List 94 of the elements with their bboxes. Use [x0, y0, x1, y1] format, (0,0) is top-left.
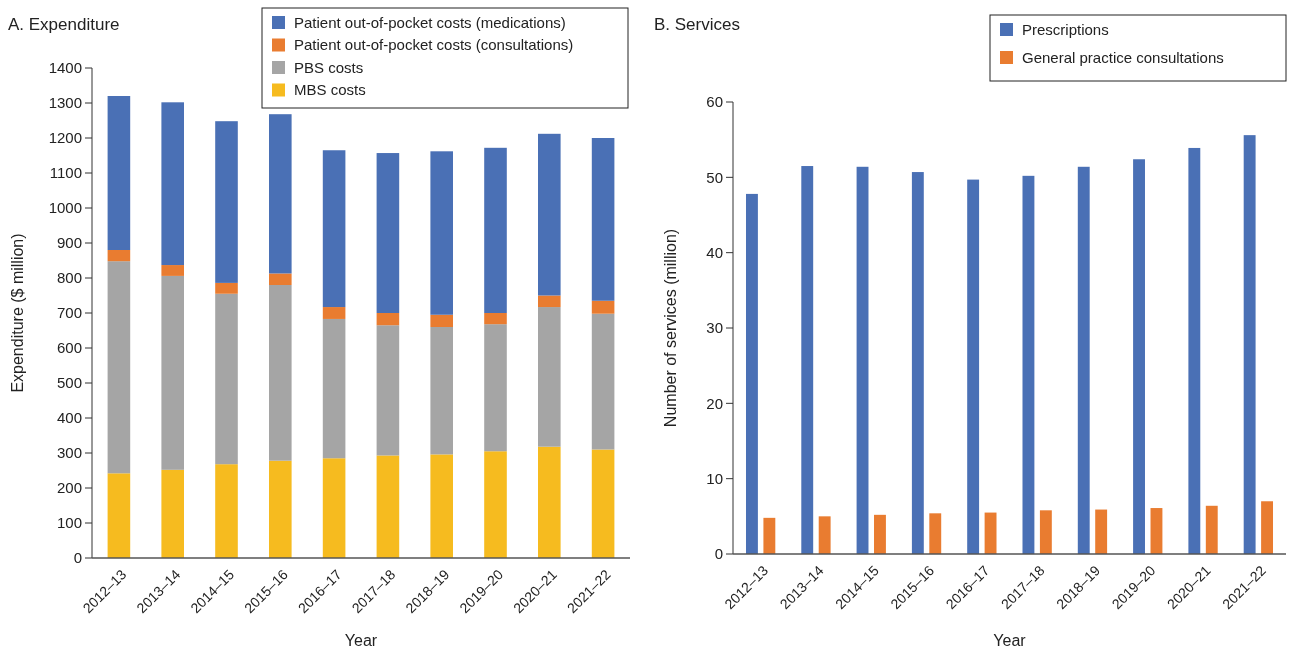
- bar: [376, 153, 400, 313]
- bar: [215, 464, 238, 558]
- bar: [269, 273, 292, 285]
- bar: [107, 261, 131, 474]
- bar: [161, 102, 184, 266]
- bar: [484, 313, 507, 325]
- bar: [484, 451, 507, 558]
- y-tick-label: 1100: [49, 164, 82, 182]
- bar: [538, 133, 561, 296]
- bar: [1188, 147, 1201, 554]
- legend-label: Prescriptions: [1022, 20, 1109, 38]
- bar: [269, 460, 292, 558]
- y-axis-title: Number of services (million): [662, 228, 679, 428]
- bar: [161, 275, 184, 470]
- y-tick-label: 1400: [48, 59, 82, 77]
- bar: [107, 96, 131, 250]
- y-tick-label: 60: [706, 93, 723, 111]
- bar: [161, 469, 184, 558]
- bar: [1133, 159, 1145, 554]
- y-tick-label: 1000: [48, 199, 82, 217]
- bar: [107, 250, 131, 262]
- bar: [269, 114, 292, 274]
- bar: [430, 314, 453, 327]
- bar: [430, 151, 453, 315]
- y-tick-label: 1200: [48, 129, 82, 147]
- bar: [591, 449, 615, 558]
- bar: [1039, 510, 1052, 554]
- y-tick-label: 40: [706, 243, 723, 261]
- bar: [484, 147, 507, 313]
- y-tick-label: 300: [56, 444, 82, 462]
- legend-label: Patient out-of-pocket costs (medications): [294, 13, 566, 31]
- bar: [376, 313, 400, 326]
- bar: [322, 307, 346, 319]
- y-axis-title: Expenditure ($ million): [9, 233, 26, 393]
- legend-label: PBS costs: [294, 58, 364, 76]
- y-tick-label: 10: [706, 469, 723, 487]
- bar: [911, 172, 924, 554]
- bar: [376, 325, 400, 456]
- bar: [1150, 508, 1163, 554]
- bar: [269, 285, 292, 461]
- bar: [215, 293, 238, 465]
- legend-label: General practice consultations: [1022, 48, 1224, 66]
- bar: [1261, 501, 1273, 554]
- bar: [538, 446, 561, 558]
- bar: [215, 282, 238, 294]
- y-tick-label: 1300: [48, 94, 82, 112]
- bar: [1095, 509, 1108, 554]
- bar: [1205, 505, 1218, 554]
- bar: [538, 295, 561, 308]
- bar: [322, 318, 346, 459]
- bar: [430, 454, 453, 558]
- bar: [161, 265, 184, 276]
- bar: [215, 121, 238, 283]
- bar: [967, 179, 980, 554]
- bar: [763, 517, 776, 554]
- bar: [376, 455, 400, 558]
- bar: [591, 138, 615, 301]
- bar: [874, 514, 886, 554]
- y-tick-label: 600: [56, 339, 82, 357]
- bar: [484, 324, 507, 452]
- bar: [818, 516, 831, 554]
- y-tick-label: 500: [56, 374, 82, 392]
- y-tick-label: 100: [56, 514, 82, 532]
- legend-label: Patient out-of-pocket costs (consultations): [294, 36, 574, 53]
- bar: [929, 513, 942, 554]
- bar: [538, 307, 561, 447]
- bar: [746, 193, 758, 554]
- bar: [1077, 166, 1090, 554]
- bar: [322, 150, 346, 308]
- y-tick-label: 0: [73, 549, 82, 567]
- y-tick-label: 400: [56, 409, 82, 427]
- y-tick-label: 0: [714, 545, 723, 563]
- y-tick-label: 900: [56, 234, 82, 252]
- legend-label: MBS costs: [294, 81, 366, 98]
- y-tick-label: 200: [56, 479, 82, 497]
- y-tick-label: 800: [56, 269, 82, 287]
- bar: [107, 473, 131, 558]
- bar: [430, 327, 453, 455]
- x-axis-title: Year: [344, 632, 378, 649]
- chart-title: A. Expenditure: [8, 15, 120, 34]
- chart-title: B. Services: [654, 15, 740, 34]
- bar: [591, 300, 615, 314]
- x-axis-title: Year: [993, 632, 1027, 649]
- y-tick-label: 50: [706, 168, 723, 186]
- bar: [322, 458, 346, 558]
- bar: [856, 166, 869, 554]
- bar: [591, 313, 615, 450]
- bar: [801, 166, 814, 554]
- bar: [1022, 175, 1035, 554]
- bar: [1243, 135, 1256, 554]
- bar: [984, 512, 997, 554]
- y-tick-label: 30: [706, 319, 723, 337]
- y-tick-label: 700: [56, 304, 82, 322]
- y-tick-label: 20: [706, 394, 723, 412]
